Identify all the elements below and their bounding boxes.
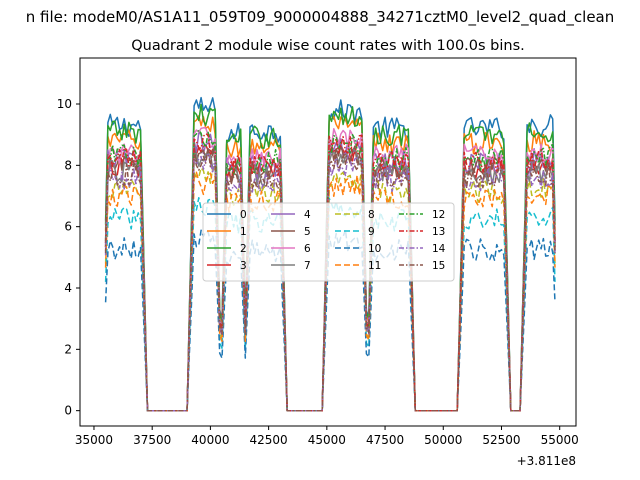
legend-label-13: 13 bbox=[432, 226, 445, 238]
plot-area bbox=[104, 96, 556, 412]
legend-label-15: 15 bbox=[432, 260, 445, 272]
series-line-15 bbox=[104, 148, 556, 412]
x-tick-label: 55000 bbox=[541, 433, 579, 447]
x-tick-label: 40000 bbox=[191, 433, 229, 447]
legend-label-12: 12 bbox=[432, 209, 445, 221]
x-tick-label: 50000 bbox=[424, 433, 462, 447]
legend-label-6: 6 bbox=[304, 243, 311, 255]
legend-label-11: 11 bbox=[368, 260, 381, 272]
legend-label-10: 10 bbox=[368, 243, 381, 255]
y-tick-label: 8 bbox=[64, 158, 72, 172]
figure-suptitle: n file: modeM0/AS1A11_059T09_9000004888_… bbox=[26, 8, 615, 27]
series-line-13 bbox=[104, 133, 556, 412]
x-tick-label: 37500 bbox=[133, 433, 171, 447]
chart-title: Quadrant 2 module wise count rates with … bbox=[131, 38, 525, 54]
y-tick-label: 4 bbox=[64, 281, 72, 295]
x-tick-label: 47500 bbox=[366, 433, 404, 447]
legend-label-9: 9 bbox=[368, 226, 375, 238]
legend-box bbox=[202, 202, 455, 282]
y-tick-label: 10 bbox=[57, 97, 72, 111]
x-offset-label: +3.811e8 bbox=[517, 454, 576, 468]
x-tick-label: 52500 bbox=[482, 433, 520, 447]
y-tick-label: 2 bbox=[64, 342, 72, 356]
y-axis: 0 2 4 6 8 10 bbox=[57, 97, 80, 418]
y-tick-label: 0 bbox=[64, 404, 72, 418]
series-line-14 bbox=[104, 152, 556, 412]
legend-label-0: 0 bbox=[240, 209, 247, 221]
legend-label-8: 8 bbox=[368, 209, 375, 221]
x-tick-label: 42500 bbox=[250, 433, 288, 447]
x-tick-label: 35000 bbox=[75, 433, 113, 447]
x-tick-label: 45000 bbox=[308, 433, 346, 447]
legend-label-14: 14 bbox=[432, 243, 446, 255]
axes-frame bbox=[79, 57, 577, 427]
series-line-11 bbox=[104, 171, 556, 412]
legend-label-7: 7 bbox=[304, 260, 311, 272]
legend-label-2: 2 bbox=[240, 243, 247, 255]
legend-label-3: 3 bbox=[240, 260, 247, 272]
y-tick-label: 6 bbox=[64, 220, 72, 234]
legend-label-1: 1 bbox=[240, 226, 247, 238]
legend-label-4: 4 bbox=[304, 209, 311, 221]
x-axis: 35000 37500 40000 42500 45000 47500 50000 52500… bbox=[75, 426, 579, 447]
legend-label-5: 5 bbox=[304, 226, 311, 238]
